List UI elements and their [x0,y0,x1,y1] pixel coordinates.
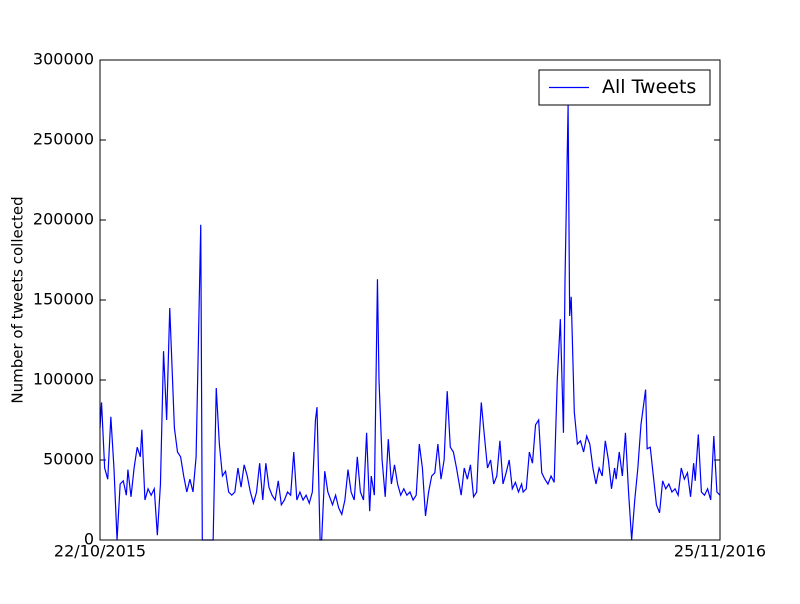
data-line [99,104,721,541]
y-tick-label: 300000 [33,50,94,69]
legend-label: All Tweets [602,76,696,98]
y-tick-label: 50000 [43,450,94,469]
x-tick-label: 25/11/2016 [674,542,766,561]
y-tick-label: 200000 [33,210,94,229]
y-axis-label: Number of tweets collected [9,196,27,403]
y-tick-label: 150000 [33,290,94,309]
y-tick-label: 100000 [33,370,94,389]
y-tick-label: 0 [84,530,94,549]
x-tick-label: 22/10/2015 [54,542,146,561]
y-tick-label: 250000 [33,130,94,149]
plot-frame [99,59,721,541]
